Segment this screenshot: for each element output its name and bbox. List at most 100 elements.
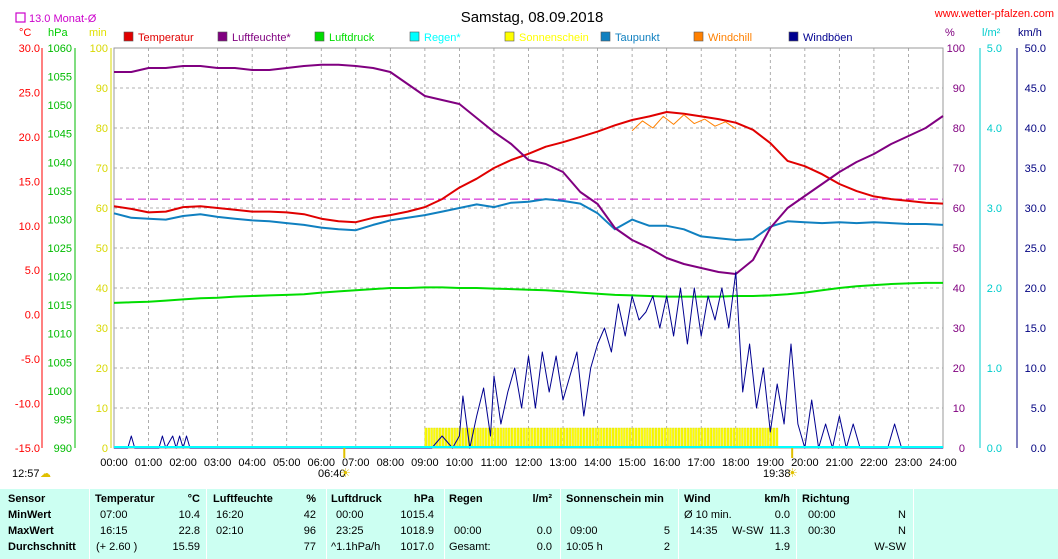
sunshine-bar — [551, 427, 554, 449]
sunshine-bar — [482, 427, 485, 449]
sunshine-bar — [695, 427, 698, 449]
dir-value: N — [898, 509, 906, 521]
sunshine-bar — [485, 427, 488, 449]
x-tick-label: 10:00 — [446, 457, 474, 469]
unit-sunshine: min — [89, 27, 107, 39]
sunshine-bar — [559, 427, 563, 449]
sunshine-bar — [675, 427, 678, 449]
table-row: Durchschnitt (+ 2.60 ) 15.59 77 ^1.1hPa/… — [0, 541, 1058, 556]
column-separator — [913, 487, 914, 559]
sunshine-bar — [617, 427, 620, 449]
table-row: MinWert 07:00 10.4 16:20 42 00:00 1015.4… — [0, 509, 1058, 524]
sunshine-bar — [424, 427, 427, 449]
header-humidity: Luftfeuchte — [213, 493, 273, 505]
humidity-tick-label: 100 — [947, 43, 965, 55]
x-tick-label: 22:00 — [860, 457, 888, 469]
wind-direction: W-SW — [732, 525, 764, 537]
sunshine-bar — [479, 427, 482, 449]
sunshine-bar — [473, 427, 476, 449]
wind-tick-label: 0.0 — [1031, 443, 1046, 455]
sunshine-bar — [686, 427, 689, 449]
sunshine-tick-label: 80 — [96, 123, 108, 135]
sunshine-bar — [666, 427, 669, 449]
legend-swatch — [600, 31, 611, 42]
sunshine-bar — [496, 427, 499, 449]
column-separator — [796, 487, 797, 559]
legend-swatch — [217, 31, 228, 42]
series-temperatur — [113, 111, 944, 224]
wind-value: 1.9 — [774, 541, 790, 553]
sunshine-bar — [516, 427, 520, 449]
sunshine-bar — [594, 427, 597, 449]
sunshine-bar — [574, 427, 577, 449]
x-tick-label: 14:00 — [584, 457, 612, 469]
sunshine-bar — [775, 427, 779, 449]
legend-label: Sonnenschein — [519, 32, 589, 44]
humidity-tick-label: 30 — [953, 323, 965, 335]
pressure-tick-label: 1020 — [48, 272, 72, 284]
sunshine-tick-label: 90 — [96, 83, 108, 95]
sunshine-bar — [761, 427, 764, 449]
website-link[interactable]: www.wetter-pfalzen.com — [934, 8, 1054, 20]
sun-icon: ☁ — [40, 468, 51, 480]
humidity-tick-label: 40 — [953, 283, 965, 295]
sunshine-tick-label: 10 — [96, 403, 108, 415]
sunshine-bar — [490, 427, 494, 449]
hum-time: 02:10 — [216, 525, 244, 537]
header-rain-unit: l/m² — [532, 493, 552, 505]
sunshine-bar — [562, 427, 566, 449]
sunshine-bar — [614, 427, 617, 449]
sunshine-bar — [620, 427, 623, 449]
sunshine-bar — [706, 427, 710, 449]
wind-time: Ø 10 min. — [684, 509, 732, 521]
sunshine-bar — [554, 427, 557, 449]
grid — [113, 47, 944, 449]
table-header-row: Sensor Temperatur °C Luftfeuchte % Luftd… — [0, 493, 1058, 508]
sunshine-bar — [539, 427, 543, 449]
wind-value: 11.3 — [769, 525, 790, 537]
x-tick-label: 23:00 — [895, 457, 923, 469]
sunshine-bar — [588, 427, 592, 449]
sun-value: 5 — [663, 525, 670, 537]
sunshine-bar — [571, 427, 574, 449]
header-humidity-unit: % — [306, 493, 316, 505]
sunrise-icon: ☀ — [340, 466, 351, 480]
sunshine-bar — [718, 427, 721, 449]
sunshine-bar — [672, 427, 675, 449]
sunshine-bar — [464, 427, 468, 449]
sunshine-bar — [511, 427, 514, 449]
legend-label: Regen* — [424, 32, 461, 44]
sunshine-bar — [652, 427, 655, 449]
sunshine-bar — [505, 427, 508, 449]
table-row: MaxWert 16:15 22.8 02:10 96 23:25 1018.9… — [0, 525, 1058, 540]
sunshine-bar — [629, 427, 632, 449]
legend-label: Windchill — [708, 32, 752, 44]
sunshine-bar — [660, 427, 663, 449]
x-tick-label: 16:00 — [653, 457, 681, 469]
legend: Temperatur Luftfeuchte* Luftdruck Regen* Son… — [123, 31, 853, 44]
wind-tick-label: 25.0 — [1025, 243, 1046, 255]
x-tick-label: 01:00 — [135, 457, 163, 469]
monthly-avg-icon — [15, 12, 26, 23]
sunshine-bar — [519, 427, 522, 449]
dir-value: W-SW — [874, 541, 906, 553]
temp-tick-label: 20.0 — [19, 132, 40, 144]
humidity-tick-label: 20 — [953, 363, 965, 375]
pressure-tick-label: 1005 — [48, 357, 72, 369]
sunshine-bar — [444, 427, 448, 449]
wind-time: 14:35 — [690, 525, 718, 537]
humidity-tick-label: 70 — [953, 163, 965, 175]
pressure-tick-label: 1000 — [48, 386, 72, 398]
temp-tick-label: -15.0 — [15, 443, 40, 455]
sunshine-bar — [427, 427, 430, 449]
x-tick-label: 07:00 — [342, 457, 370, 469]
sunset-icon: ☀ — [787, 466, 798, 480]
sunshine-bar — [698, 427, 701, 449]
header-wind: Wind — [684, 493, 711, 505]
humidity-tick-label: 0 — [959, 443, 965, 455]
sunshine-tick-label: 20 — [96, 363, 108, 375]
sunshine-bar — [565, 427, 568, 449]
series-luftdruck — [113, 281, 943, 304]
row-label: MinWert — [8, 509, 52, 521]
sunshine-bar — [591, 427, 594, 449]
